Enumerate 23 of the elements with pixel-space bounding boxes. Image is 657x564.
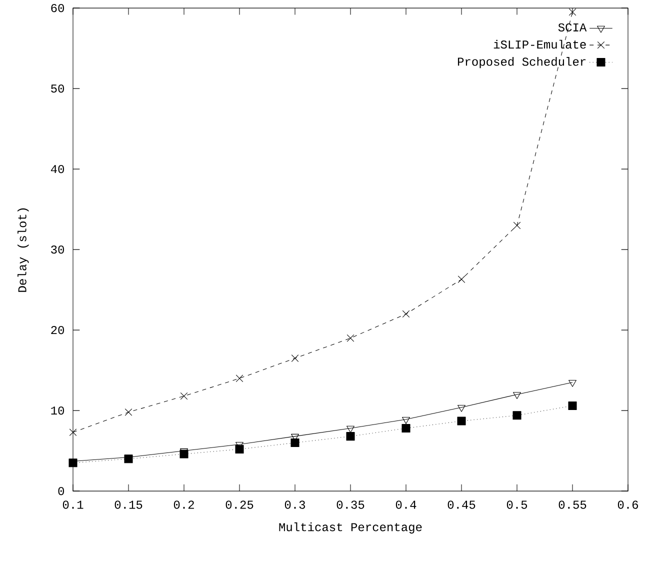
y-tick-label: 60 (51, 4, 64, 12)
x-tick-label: 0.6 (618, 500, 638, 509)
x-tick-label: 0.5 (506, 500, 528, 509)
x-tick-label: 0.35 (336, 500, 364, 509)
x-tick-label: 0.1 (62, 500, 84, 509)
y-tick-label: 0 (58, 486, 64, 496)
y-tick-label: 20 (51, 326, 64, 334)
x-tick-label: 0.45 (448, 500, 476, 509)
legend-label: iSLIP-Emulate (494, 40, 586, 49)
y-tick-label: 50 (51, 84, 64, 93)
legend-label: SCIA (558, 23, 587, 32)
x-tick-label: 0.25 (226, 500, 254, 509)
y-axis-title: Delay (slot) (18, 208, 29, 292)
x-tick-label: 0.55 (558, 500, 586, 509)
x-tick-label: 0.15 (114, 500, 142, 509)
legend-label: Proposed Scheduler (458, 56, 586, 68)
y-tick-label: 10 (51, 406, 64, 415)
x-tick-label: 0.2 (174, 500, 194, 509)
y-tick-label: 30 (51, 245, 64, 254)
y-tick-label: 40 (50, 164, 64, 174)
x-tick-label: 0.3 (284, 500, 306, 509)
x-axis-title: Multicast Percentage (279, 522, 422, 534)
x-tick-label: 0.4 (396, 500, 416, 509)
